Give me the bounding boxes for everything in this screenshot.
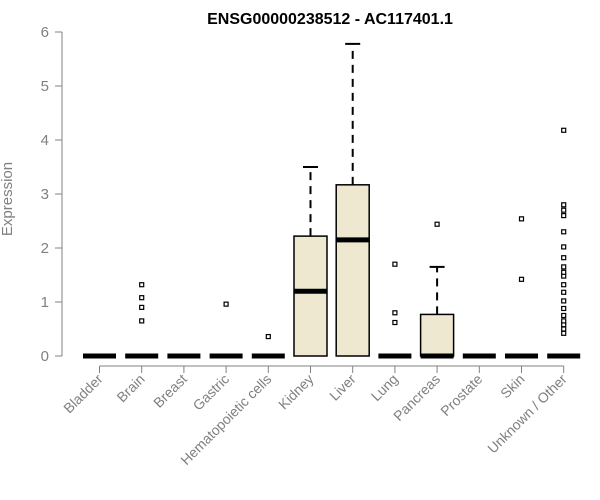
outlier-point: [434, 221, 440, 227]
outlier-point: [561, 255, 567, 261]
x-tick-label: Skin: [497, 371, 528, 402]
box-body: [335, 184, 370, 357]
x-tick-label: Bladder: [60, 371, 106, 417]
outlier-point: [392, 261, 398, 267]
outlier-point: [561, 213, 567, 219]
outlier-point: [139, 318, 145, 324]
outlier-point: [561, 330, 567, 336]
x-tick-label: Lung: [368, 371, 401, 404]
outlier-point: [139, 282, 145, 288]
y-tick-label: 2: [41, 240, 49, 257]
outlier-point: [139, 304, 145, 310]
y-tick-label: 1: [41, 294, 49, 311]
outlier-point: [561, 305, 567, 312]
box-pancreas: [419, 265, 455, 359]
outlier-point: [392, 319, 398, 326]
outlier-point: [561, 318, 567, 324]
outlier-point: [139, 295, 145, 301]
outlier-point: [561, 207, 567, 213]
outlier-point: [561, 269, 567, 275]
box-body: [419, 313, 455, 357]
outlier-point: [518, 276, 525, 282]
x-tick-label: Liver: [326, 371, 359, 404]
outlier-point: [392, 310, 398, 316]
chart-title: ENSG00000238512 - AC117401.1: [207, 11, 453, 28]
x-tick-label: Prostate: [437, 371, 485, 419]
outlier-point: [561, 326, 567, 332]
x-tick-label: Pancreas: [390, 371, 443, 424]
outlier-point: [561, 244, 567, 250]
outlier-point: [561, 312, 567, 319]
x-axis: [99, 365, 565, 373]
y-axis: 0 1 2 3 4 5 6: [41, 24, 63, 365]
outliers-group: [139, 127, 567, 340]
outlier-point: [265, 333, 271, 340]
outlier-point: [518, 216, 525, 222]
outlier-point: [561, 282, 567, 288]
outlier-point: [561, 264, 567, 270]
outlier-point: [561, 127, 567, 133]
outlier-point: [561, 289, 567, 295]
y-tick-label: 3: [41, 186, 49, 203]
x-tick-label: Kidney: [275, 371, 317, 413]
boxes-group: [83, 42, 581, 359]
y-tick-label: 5: [41, 78, 49, 95]
y-tick-label: 4: [41, 132, 49, 149]
x-tick-label: Brain: [113, 371, 147, 405]
box-liver: [335, 42, 370, 357]
x-tick-label: Breast: [150, 371, 190, 411]
y-axis-label: Expression: [0, 162, 16, 236]
box-body: [293, 235, 328, 357]
y-tick-label: 0: [41, 348, 49, 365]
y-tick-label: 6: [41, 24, 49, 41]
outlier-point: [223, 301, 229, 307]
x-tick-label: Unknown / Other: [484, 371, 570, 457]
outlier-point: [561, 229, 567, 235]
outlier-point: [561, 298, 567, 304]
outlier-point: [561, 202, 567, 208]
box-kidney: [293, 166, 328, 357]
